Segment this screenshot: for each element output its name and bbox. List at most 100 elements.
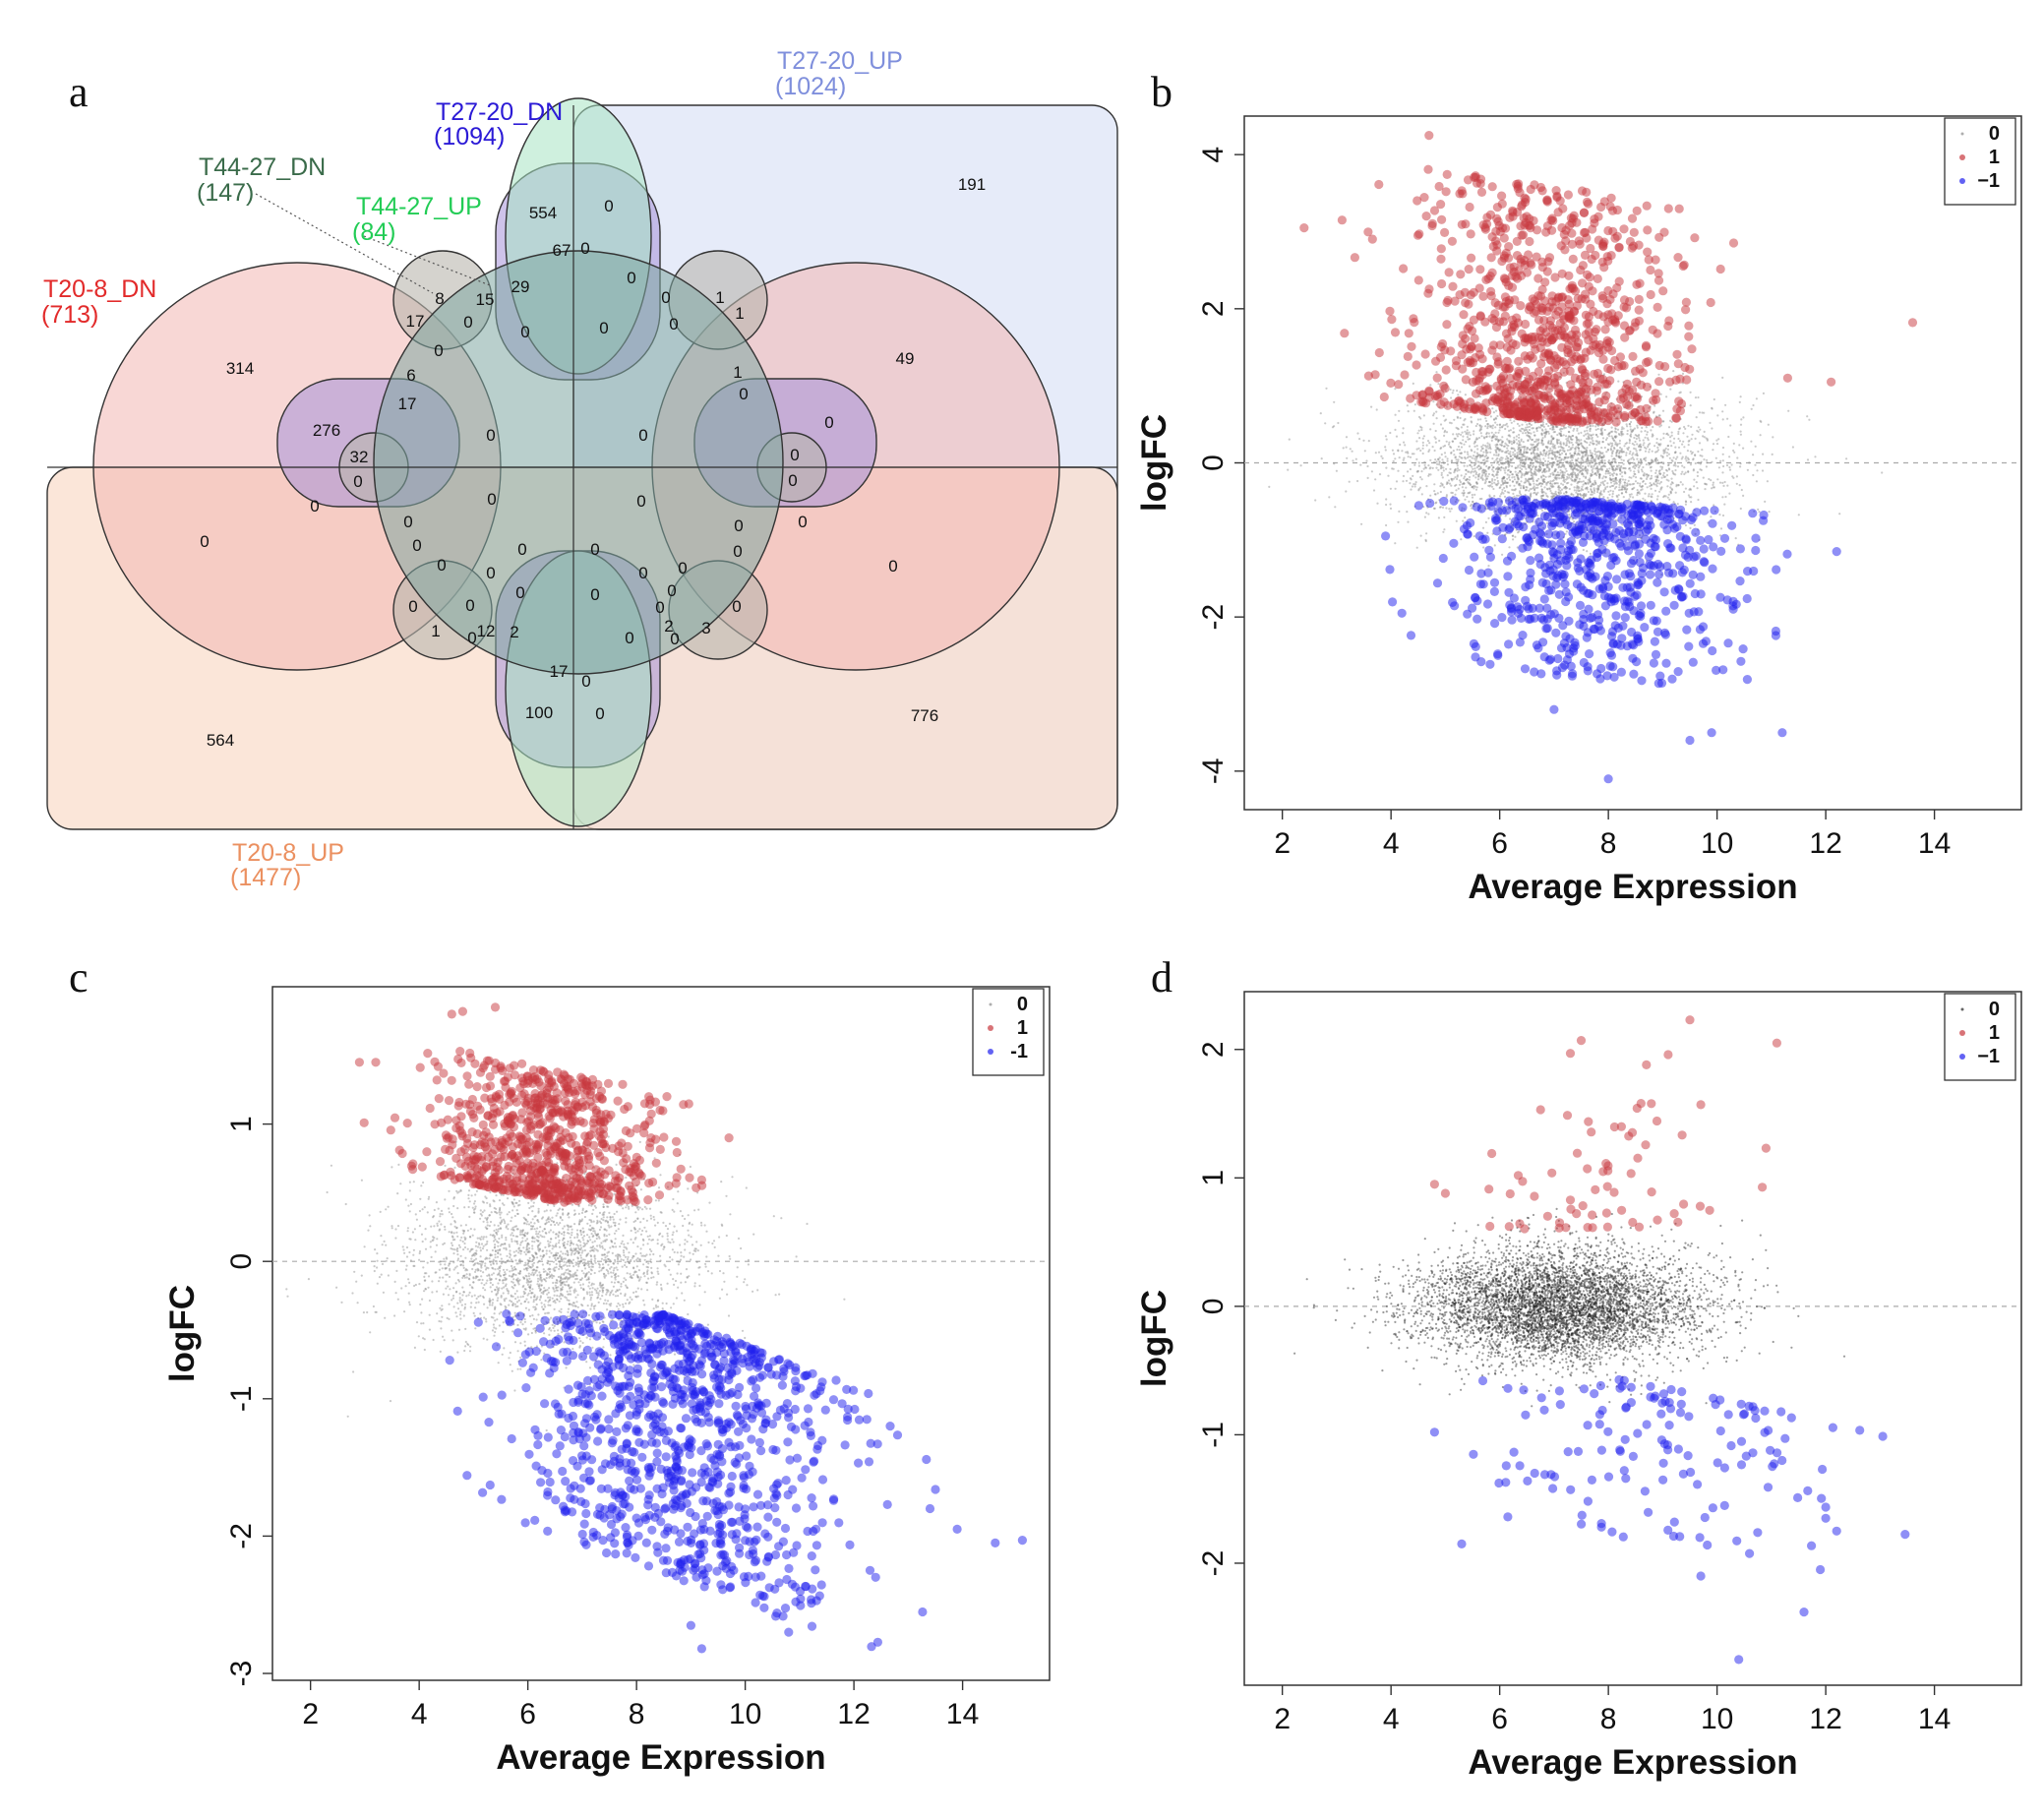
data-point <box>1447 482 1449 484</box>
data-point <box>1394 380 1403 389</box>
data-point <box>1570 449 1572 451</box>
data-point <box>1433 412 1435 414</box>
data-point <box>1656 438 1658 440</box>
data-point <box>1458 365 1467 374</box>
set-label-t27-20-up-count: (1024) <box>775 73 846 100</box>
data-point <box>1620 465 1622 467</box>
data-point <box>1674 461 1676 463</box>
data-point <box>1564 190 1573 199</box>
region-value: 314 <box>226 359 254 378</box>
data-point <box>1450 452 1452 454</box>
data-point <box>1690 404 1692 406</box>
data-point <box>1716 414 1718 416</box>
data-point <box>1523 446 1525 448</box>
data-point <box>1555 458 1557 460</box>
data-point <box>1498 463 1500 465</box>
data-point <box>1502 451 1504 453</box>
data-point <box>1524 466 1526 468</box>
data-point <box>1550 351 1559 360</box>
data-point <box>1653 416 1662 425</box>
data-point <box>1727 436 1729 438</box>
data-point <box>1546 496 1548 498</box>
data-point <box>1567 390 1576 398</box>
data-point <box>1501 389 1510 397</box>
data-point <box>1576 459 1578 461</box>
data-point <box>1497 192 1506 201</box>
data-point <box>1489 481 1491 483</box>
data-point <box>1700 462 1702 464</box>
data-point <box>1465 404 1473 413</box>
data-point <box>1565 453 1567 455</box>
data-point <box>1473 433 1474 435</box>
data-point <box>1504 496 1506 498</box>
data-point <box>1611 461 1613 463</box>
region-value: 0 <box>520 323 529 341</box>
data-point <box>1741 489 1743 491</box>
data-point <box>1558 459 1560 461</box>
data-point <box>1485 521 1487 523</box>
data-point <box>1589 341 1597 350</box>
data-point <box>1462 486 1464 488</box>
data-point <box>1578 440 1580 442</box>
data-point <box>1413 464 1415 466</box>
data-point <box>1675 458 1677 460</box>
data-point <box>1534 466 1536 468</box>
data-point <box>1506 486 1508 488</box>
data-point <box>1674 667 1683 676</box>
data-point <box>1517 472 1519 474</box>
data-point <box>1289 439 1291 441</box>
data-point <box>1528 478 1530 480</box>
data-point <box>1540 512 1549 520</box>
region-value: 0 <box>638 564 647 582</box>
data-point <box>1546 522 1548 524</box>
data-point <box>1398 511 1400 513</box>
data-point <box>1518 434 1520 436</box>
data-point <box>1691 528 1700 537</box>
data-point <box>1726 418 1728 420</box>
data-point <box>1625 443 1627 445</box>
data-point <box>1654 472 1656 474</box>
data-point <box>1651 488 1653 490</box>
data-point <box>1567 450 1569 452</box>
data-point <box>1671 413 1680 422</box>
data-point <box>1703 458 1705 460</box>
data-point <box>1592 425 1593 427</box>
data-point <box>1410 489 1412 491</box>
data-point <box>1489 394 1498 402</box>
data-point <box>1622 486 1624 488</box>
data-point <box>1662 462 1664 464</box>
data-point <box>1558 456 1560 458</box>
data-point <box>1518 444 1520 446</box>
data-point <box>1633 487 1635 489</box>
data-point <box>1704 488 1706 490</box>
data-point <box>1520 430 1522 432</box>
data-point <box>1592 471 1593 473</box>
data-point <box>1518 440 1520 442</box>
data-point <box>1454 470 1456 472</box>
data-point <box>1465 469 1467 471</box>
set-label-t44-27-up-count: (84) <box>352 218 395 246</box>
data-point <box>1504 480 1506 482</box>
data-point <box>1609 474 1611 476</box>
data-point <box>1581 488 1583 490</box>
data-point <box>1488 269 1497 277</box>
data-point <box>1430 206 1439 214</box>
data-point <box>1473 430 1474 432</box>
venn-core <box>374 251 783 674</box>
data-point <box>1629 425 1631 427</box>
data-point <box>1589 463 1591 465</box>
data-point <box>1509 464 1511 466</box>
data-point <box>1429 459 1431 461</box>
data-point <box>1477 403 1486 412</box>
data-point <box>1621 492 1623 494</box>
set-label-t44-27-up-name: T44-27_UP <box>356 193 482 220</box>
data-point <box>1710 479 1712 481</box>
data-point <box>1582 385 1591 394</box>
data-point <box>1406 394 1414 402</box>
data-point <box>1611 427 1613 429</box>
data-point <box>1590 452 1592 454</box>
data-point <box>1496 457 1498 459</box>
data-point <box>1591 491 1593 493</box>
data-point <box>1615 467 1617 469</box>
data-point <box>1642 341 1651 350</box>
